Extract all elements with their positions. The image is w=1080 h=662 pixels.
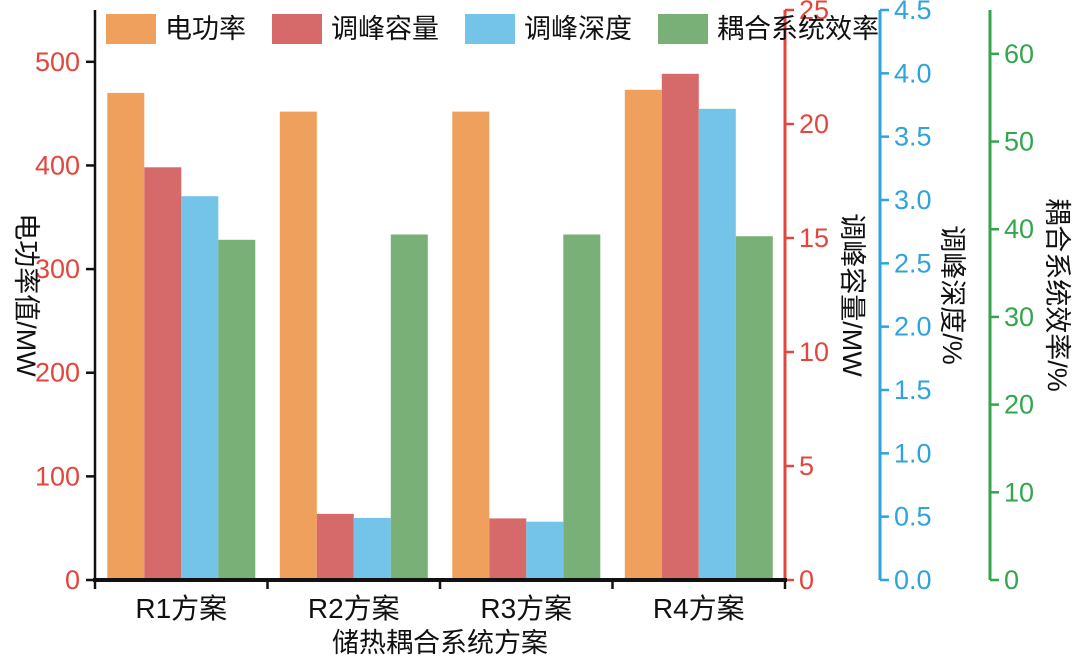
bar-power-R4方案 — [624, 89, 662, 581]
bar-depth-R1方案 — [181, 196, 219, 580]
legend-label-depth: 调峰深度 — [524, 14, 632, 44]
depth-axis-tick-label: 0.0 — [894, 565, 932, 595]
depth-axis-title: 调峰深度/% — [937, 225, 967, 365]
capacity-axis-tick-label: 15 — [799, 223, 829, 253]
depth-axis-tick-label: 3.0 — [894, 185, 932, 215]
efficiency-axis-tick-label: 60 — [1004, 39, 1034, 69]
legend-swatch-depth — [465, 14, 515, 44]
x-axis-title: 储热耦合系统方案 — [332, 628, 548, 658]
capacity-axis-tick-label: 20 — [799, 109, 829, 139]
capacity-axis-tick-label: 5 — [799, 451, 814, 481]
bar-depth-R4方案 — [698, 108, 736, 581]
x-axis-tick-label: R4方案 — [653, 593, 745, 624]
left-axis-tick-label: 300 — [35, 254, 80, 284]
depth-axis-tick-label: 1.0 — [894, 438, 932, 468]
capacity-axis-title: 调峰容量/MW — [837, 213, 867, 377]
depth-axis-tick-label: 0.5 — [894, 502, 932, 532]
depth-axis-tick-label: 2.5 — [894, 248, 932, 278]
bar-capacity-R2方案 — [316, 513, 354, 580]
left-axis-tick-label: 0 — [65, 565, 80, 595]
capacity-axis-tick-label: 25 — [799, 0, 829, 25]
legend-label-power: 电功率 — [165, 14, 246, 44]
left-axis-tick-label: 200 — [35, 358, 80, 388]
bar-capacity-R1方案 — [144, 167, 182, 581]
bar-efficiency-R1方案 — [218, 239, 256, 581]
efficiency-axis-tick-label: 50 — [1004, 127, 1034, 157]
bar-capacity-R4方案 — [661, 73, 699, 581]
left-axis-title: 电功率值/MW — [11, 213, 41, 377]
bar-efficiency-R2方案 — [390, 234, 428, 580]
left-axis-tick-label: 100 — [35, 461, 80, 491]
depth-axis-tick-label: 4.5 — [894, 0, 932, 25]
bar-power-R1方案 — [107, 92, 145, 581]
bar-efficiency-R4方案 — [735, 236, 773, 580]
depth-axis-tick-label: 4.0 — [894, 58, 932, 88]
legend-swatch-capacity — [272, 14, 322, 44]
bar-efficiency-R3方案 — [563, 234, 601, 580]
capacity-axis-tick-label: 10 — [799, 337, 829, 367]
legend-swatch-power — [106, 14, 156, 44]
x-axis-tick-label: R2方案 — [308, 593, 400, 624]
bar-capacity-R3方案 — [489, 518, 527, 580]
x-axis-tick-label: R3方案 — [480, 593, 572, 624]
efficiency-axis-tick-label: 0 — [1004, 565, 1019, 595]
efficiency-axis-tick-label: 30 — [1004, 302, 1034, 332]
capacity-axis-tick-label: 0 — [799, 565, 814, 595]
legend-label-efficiency: 耦合系统效率 — [717, 14, 879, 44]
bar-power-R2方案 — [279, 111, 317, 580]
bar-depth-R2方案 — [353, 517, 391, 580]
legend-label-capacity: 调峰容量 — [331, 14, 439, 44]
efficiency-axis-tick-label: 40 — [1004, 214, 1034, 244]
depth-axis-tick-label: 1.5 — [894, 375, 932, 405]
left-axis-tick-label: 500 — [35, 47, 80, 77]
bar-power-R3方案 — [452, 111, 490, 580]
x-axis-tick-label: R1方案 — [135, 593, 227, 624]
efficiency-axis-tick-label: 20 — [1004, 390, 1034, 420]
bar-depth-R3方案 — [526, 521, 564, 580]
efficiency-axis-tick-label: 10 — [1004, 477, 1034, 507]
efficiency-axis-title: 耦合系统效率/% — [1042, 198, 1072, 392]
left-axis-tick-label: 400 — [35, 150, 80, 180]
legend-swatch-efficiency — [658, 14, 708, 44]
depth-axis-tick-label: 3.5 — [894, 122, 932, 152]
depth-axis-tick-label: 2.0 — [894, 312, 932, 342]
